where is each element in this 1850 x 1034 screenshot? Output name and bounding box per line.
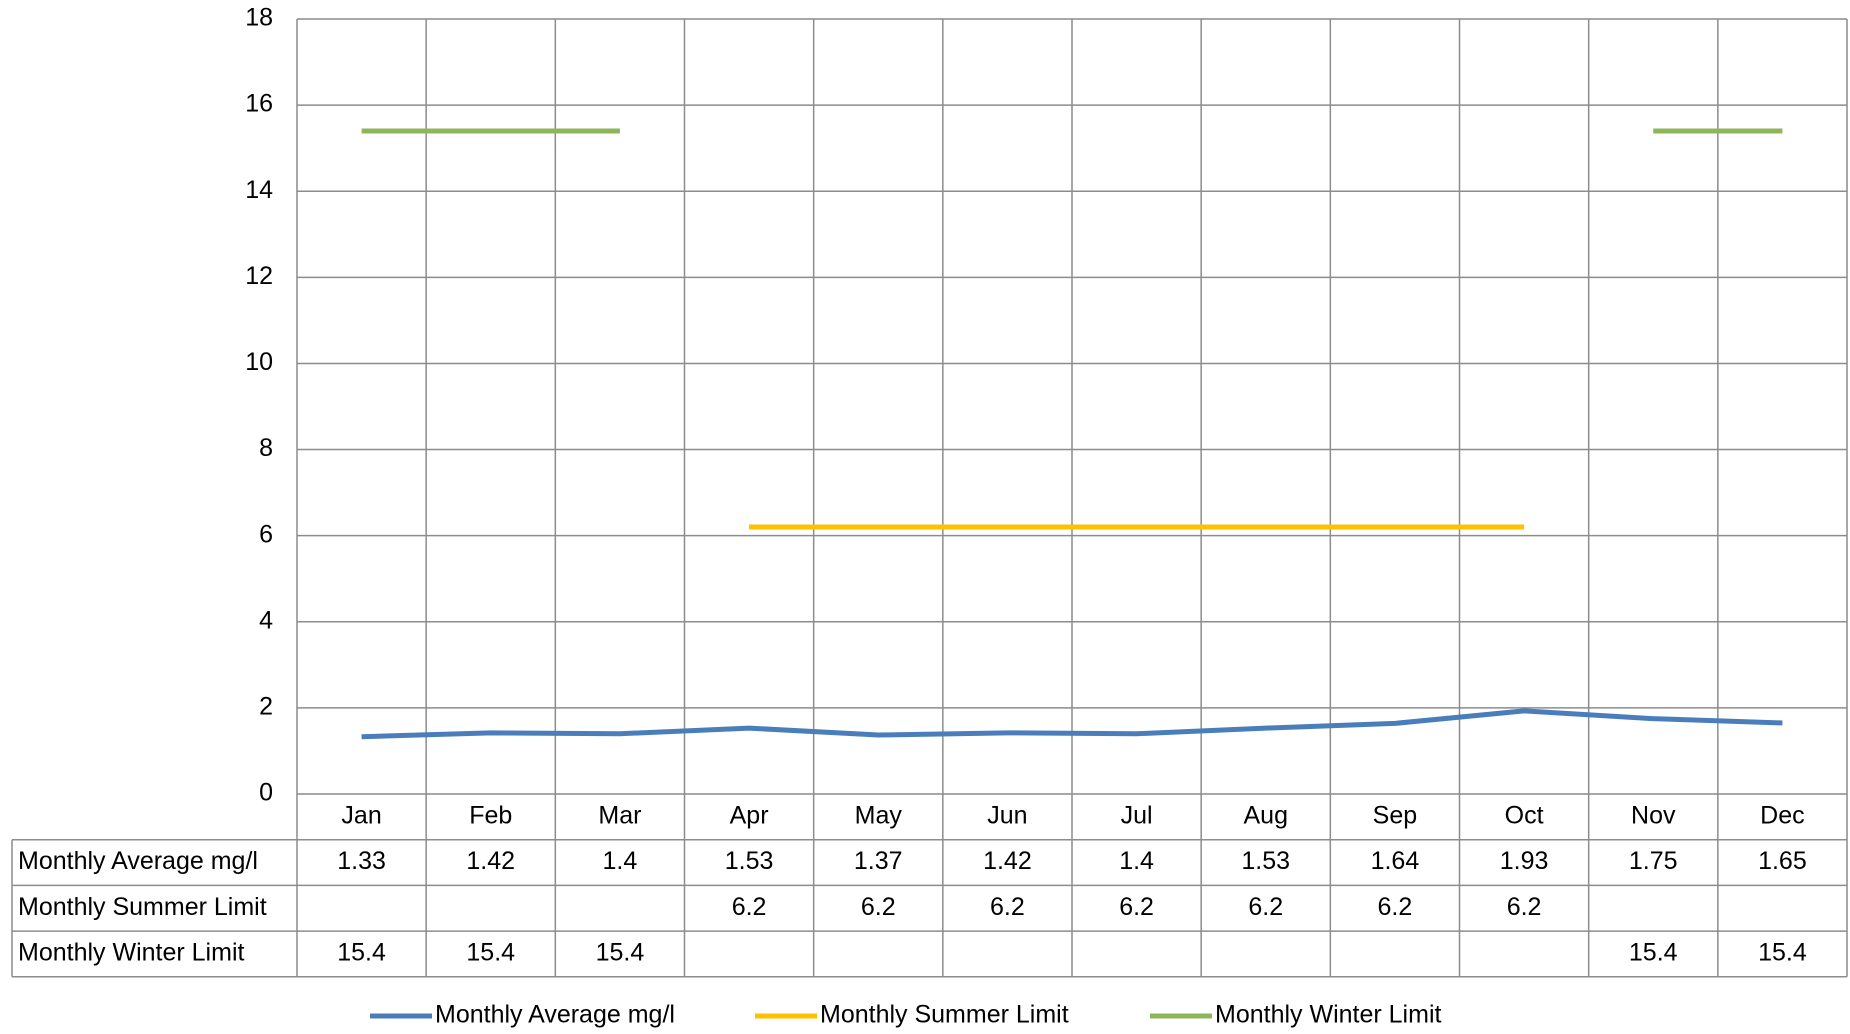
data-label: 15.4 [466,939,515,967]
data-label: 1.42 [983,847,1032,875]
x-tick-label: Aug [1244,801,1288,829]
x-tick-label: Oct [1505,801,1544,829]
x-tick-label: Nov [1631,801,1676,829]
legend-label: Monthly Winter Limit [1215,1001,1441,1029]
data-label: 15.4 [1629,939,1678,967]
x-tick-label: Mar [598,801,641,829]
x-tick-label: Apr [730,801,769,829]
y-tick-label: 4 [259,606,273,634]
data-label: 1.75 [1629,847,1678,875]
x-tick-label: Jan [341,801,381,829]
series-line [361,708,1783,740]
x-tick-label: Feb [469,801,512,829]
x-tick-label: May [855,801,903,829]
data-label: 6.2 [1507,893,1542,921]
data-label: 15.4 [337,939,386,967]
data-label: 1.53 [1241,847,1290,875]
y-tick-label: 0 [259,779,273,807]
y-tick-label: 12 [245,262,273,290]
data-label: 1.4 [1119,847,1154,875]
data-label: 6.2 [1378,893,1413,921]
data-label: 6.2 [861,893,896,921]
x-tick-label: Dec [1760,801,1804,829]
data-label: 1.4 [603,847,638,875]
data-label: 1.64 [1371,847,1420,875]
data-label: 1.37 [854,847,903,875]
data-label: 6.2 [1119,893,1154,921]
data-label: 15.4 [596,939,645,967]
x-tick-label: Jul [1121,801,1153,829]
legend-label: Monthly Average mg/l [435,1001,675,1029]
data-label: 1.93 [1500,847,1549,875]
table-row-header: Monthly Average mg/l [18,847,258,875]
legend-label: Monthly Summer Limit [820,1001,1069,1029]
y-tick-label: 8 [259,434,273,462]
y-tick-label: 14 [245,176,273,204]
y-tick-label: 2 [259,692,273,720]
table-row-header: Monthly Winter Limit [18,939,244,967]
data-label: 1.33 [337,847,386,875]
data-label: 1.65 [1758,847,1807,875]
data-label: 6.2 [990,893,1025,921]
data-label: 6.2 [732,893,767,921]
data-label: 15.4 [1758,939,1807,967]
data-label: 6.2 [1248,893,1283,921]
x-tick-label: Jun [987,801,1027,829]
y-tick-label: 6 [259,520,273,548]
data-label: 1.53 [725,847,774,875]
data-label: 1.42 [466,847,515,875]
y-tick-label: 18 [245,4,273,32]
y-tick-label: 16 [245,90,273,118]
y-tick-label: 10 [245,348,273,376]
table-row-header: Monthly Summer Limit [18,893,267,921]
x-tick-label: Sep [1373,801,1417,829]
